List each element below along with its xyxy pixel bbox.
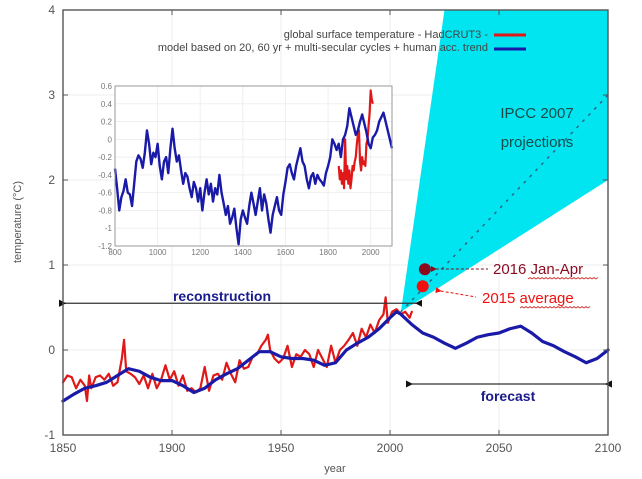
inset-chart: 800 1000 1200 1400 1600 1800 2000 0.6 0.4 0.2 0 -0.…	[98, 82, 394, 257]
inset-y-tick-label-5: -0.4	[98, 171, 112, 180]
legend-label-hadcrut3: global surface temperature - HadCRUT3 -	[284, 29, 489, 41]
y-tick-label-0: 0	[48, 343, 55, 357]
observation-dot-0	[418, 263, 431, 276]
inset-series-model	[113, 107, 394, 246]
x-tick-label-2050: 2050	[486, 441, 513, 455]
inset-x-tick-label-1200: 1200	[191, 248, 209, 257]
x-tick-label-1900: 1900	[159, 441, 186, 455]
inset-x-tick-label-1600: 1600	[277, 248, 295, 257]
observation-dot-1	[416, 280, 429, 293]
y-tick-label-4: 4	[48, 3, 55, 17]
x-tick-label-2100: 2100	[595, 441, 622, 455]
inset-x-tick-label-1000: 1000	[149, 248, 167, 257]
ipcc-label-line1: IPCC 2007	[500, 105, 573, 122]
pointer-arrow-2015	[435, 287, 477, 298]
inset-y-tick-label-4: -0.2	[98, 153, 112, 162]
x-tick-label-2000: 2000	[377, 441, 404, 455]
y-tick-label--1: -1	[44, 428, 55, 442]
x-tick-label-1850: 1850	[50, 441, 77, 455]
inset-y-tick-label-7: -0.8	[98, 206, 112, 215]
x-tick-label-1950: 1950	[268, 441, 295, 455]
inset-y-tick-label-0: 0.6	[101, 82, 113, 91]
forecast-label: forecast	[481, 388, 536, 404]
spellcheck-squiggle-2016	[527, 277, 599, 280]
spellcheck-squiggle-2015	[519, 306, 591, 309]
plot-border	[62, 9, 609, 436]
reconstruction-label: reconstruction	[173, 288, 271, 304]
inset-y-tick-label-1: 0.4	[101, 100, 113, 109]
y-tick-label-3: 3	[48, 88, 55, 102]
axis-ticks: 1850 1900 1950 2000 2050 2100 -1 0 1 2 3 4	[44, 3, 621, 455]
inset-x-tick-label-800: 800	[108, 248, 122, 257]
inset-y-tick-label-8: -1	[105, 224, 113, 233]
series-line-hadcrut3	[61, 296, 413, 403]
legend-label-model: model based on 20, 60 yr + multi-secular…	[158, 42, 488, 54]
y-axis-title: temperature (°C)	[12, 181, 24, 263]
x-axis-title: year	[324, 463, 346, 475]
ipcc-projection-wedge	[400, 10, 609, 313]
main-series	[61, 263, 610, 403]
inset-y-tick-label-2: 0.2	[101, 118, 113, 127]
inset-y-tick-label-6: -0.6	[98, 189, 112, 198]
inset-border	[114, 85, 393, 247]
inset-x-tick-label-1800: 1800	[319, 248, 337, 257]
ipcc-label-line2: projections	[501, 134, 574, 151]
plot-frame	[62, 9, 609, 436]
legend: global surface temperature - HadCRUT3 - …	[158, 29, 526, 54]
ipcc-wedge	[400, 10, 608, 312]
inset-x-tick-label-2000: 2000	[362, 248, 380, 257]
series-line-model	[61, 310, 610, 403]
y-tick-label-2: 2	[48, 173, 55, 187]
inset-y-tick-label-9: -1.2	[98, 242, 112, 251]
annotation-arrows	[59, 266, 612, 388]
y-tick-label-1: 1	[48, 258, 55, 272]
obs-label-2015: 2015 average	[482, 290, 574, 307]
inset-x-tick-label-1400: 1400	[234, 248, 252, 257]
inset-y-tick-label-3: 0	[108, 135, 113, 144]
obs-label-2016: 2016 Jan-Apr	[493, 261, 583, 278]
